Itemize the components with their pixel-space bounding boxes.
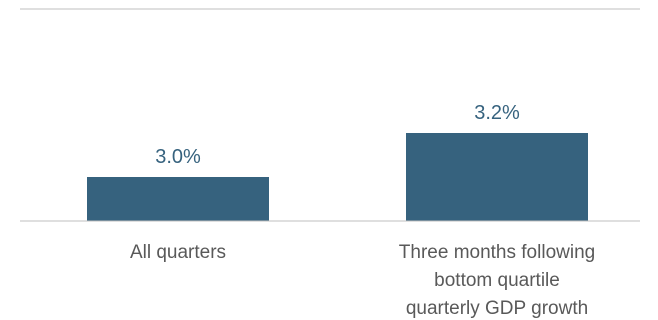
bar-2 — [406, 133, 588, 221]
x-tick-label-2-line-1: Three months following — [399, 242, 595, 263]
bar-1 — [87, 177, 269, 221]
labels-layer: 3.0% 3.2% — [155, 102, 520, 168]
data-label-1: 3.0% — [155, 146, 201, 168]
data-label-2: 3.2% — [474, 102, 520, 124]
x-tick-label-1: All quarters — [130, 242, 226, 263]
x-tick-label-2-line-3: quarterly GDP growth — [406, 298, 588, 319]
x-tick-label-1-line-1: All quarters — [130, 242, 226, 263]
x-tick-label-2-line-2: bottom quartile — [434, 270, 560, 291]
bars-layer — [87, 133, 588, 221]
x-tick-labels: All quarters Three months following bottom… — [130, 242, 595, 319]
x-tick-label-2: Three months following bottom quartile qua… — [399, 242, 595, 319]
